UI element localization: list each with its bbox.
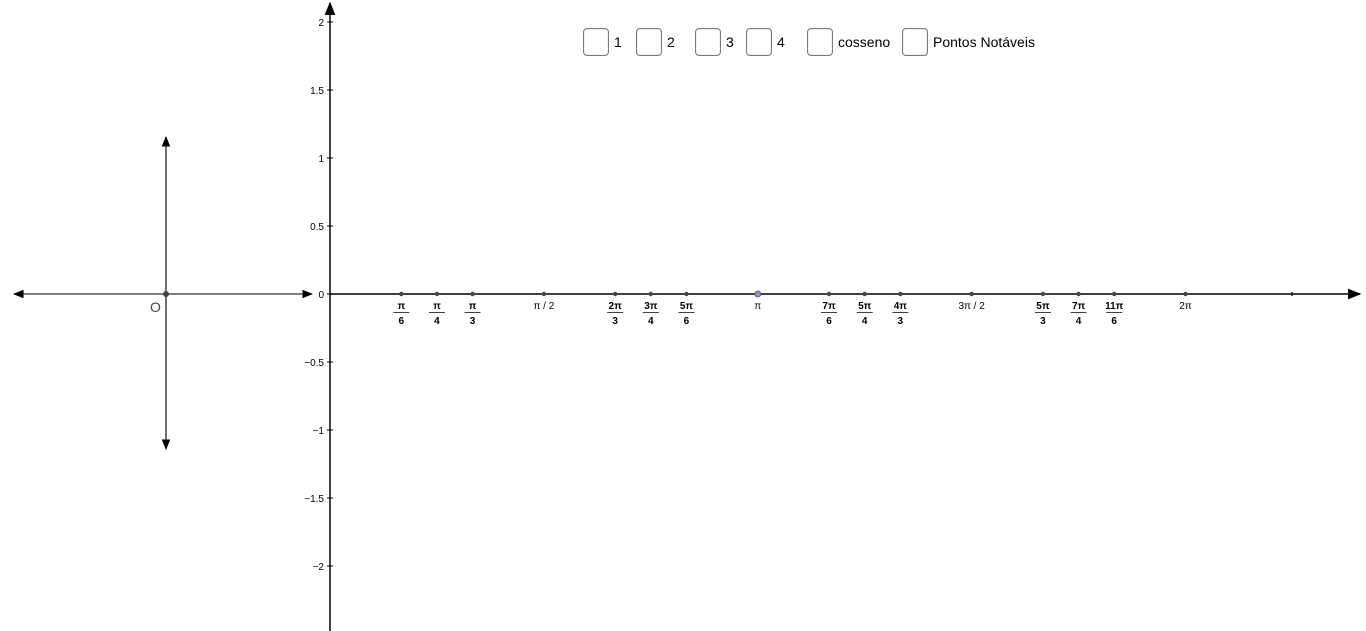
x-point-denominator: 3: [898, 316, 904, 327]
y-tick-label: 1.5: [310, 86, 324, 97]
x-point-label: π / 2: [533, 301, 554, 312]
checkbox-2-label: 2: [667, 34, 675, 50]
checkbox-1-box[interactable]: [583, 28, 609, 56]
x-point-denominator: 6: [684, 316, 690, 327]
checkbox-pontos-notaveis[interactable]: Pontos Notáveis: [902, 27, 1035, 57]
x-point[interactable]: 7π6: [821, 291, 838, 327]
x-point[interactable]: 5π6: [678, 291, 695, 327]
x-point-numerator: 4π: [894, 301, 908, 312]
x-point[interactable]: 5π4: [856, 291, 873, 327]
checkbox-3-label: 3: [726, 34, 734, 50]
x-point-numerator: 7π: [1072, 301, 1086, 312]
x-point-numerator: 5π: [680, 301, 694, 312]
x-point-numerator: 5π: [858, 301, 872, 312]
x-point-marker[interactable]: [541, 291, 547, 297]
x-point-numerator: π: [469, 301, 477, 312]
x-point[interactable]: 2π: [1179, 291, 1192, 312]
x-point[interactable]: π: [754, 290, 762, 312]
x-point-marker[interactable]: [434, 291, 440, 297]
x-point-denominator: 4: [862, 316, 868, 327]
checkbox-cosseno[interactable]: cosseno: [807, 27, 890, 57]
x-point-numerator: 5π: [1036, 301, 1050, 312]
x-point-denominator: 3: [1040, 316, 1046, 327]
x-point[interactable]: 4π3: [892, 291, 909, 327]
unit-circle-axes: O: [12, 135, 314, 451]
x-point-marker[interactable]: [612, 291, 618, 297]
x-point-label: π: [754, 301, 761, 312]
x-point-denominator: 6: [399, 316, 405, 327]
x-point-label: 2π: [1179, 301, 1192, 312]
y-tick-label: 2: [318, 18, 324, 29]
checkbox-2-box[interactable]: [636, 28, 662, 56]
x-point-denominator: 4: [648, 316, 654, 327]
x-point[interactable]: 3π4: [642, 291, 659, 327]
x-point-denominator: 6: [826, 316, 832, 327]
x-point-marker[interactable]: [754, 290, 762, 298]
y-tick-label: 0: [318, 290, 324, 301]
x-point-marker[interactable]: [898, 291, 903, 297]
x-point-marker[interactable]: [1040, 291, 1046, 297]
y-tick-label: −1.5: [304, 494, 324, 505]
x-point[interactable]: π4: [428, 291, 445, 327]
x-point-denominator: 4: [1076, 316, 1082, 327]
x-point-marker[interactable]: [826, 291, 832, 297]
y-tick-label: −1: [313, 426, 325, 437]
checkbox-1-label: 1: [614, 34, 622, 50]
x-point-marker[interactable]: [399, 291, 404, 297]
checkbox-cosseno-label: cosseno: [838, 34, 891, 50]
checkbox-cosseno-box[interactable]: [807, 28, 833, 56]
y-tick-label: −0.5: [304, 358, 324, 369]
x-point-marker[interactable]: [1183, 291, 1188, 297]
x-point-numerator: 11π: [1105, 301, 1124, 312]
x-point-marker[interactable]: [684, 291, 689, 297]
x-point-label: 3π / 2: [958, 301, 985, 312]
x-point[interactable]: 7π4: [1070, 291, 1087, 327]
x-point-marker[interactable]: [862, 291, 867, 297]
checkbox-4-label: 4: [777, 34, 785, 50]
x-point-numerator: 3π: [644, 301, 658, 312]
x-point[interactable]: 2π3: [607, 291, 624, 327]
x-point[interactable]: π3: [464, 291, 481, 327]
x-point-marker[interactable]: [470, 291, 475, 297]
x-point-marker[interactable]: [1112, 291, 1117, 297]
x-point-denominator: 3: [470, 316, 476, 327]
checkbox-1[interactable]: 1: [583, 27, 622, 57]
x-point[interactable]: π / 2: [533, 291, 555, 312]
x-point-marker[interactable]: [1076, 291, 1081, 297]
x-point-numerator: 2π: [609, 301, 623, 312]
x-point-numerator: π: [397, 301, 405, 312]
checkbox-4-box[interactable]: [746, 28, 772, 56]
checkbox-2[interactable]: 2: [636, 27, 675, 57]
x-point-marker[interactable]: [648, 291, 654, 297]
checkbox-pontos-notaveis-box[interactable]: [902, 28, 928, 56]
x-point-marker[interactable]: [969, 291, 974, 297]
x-point-denominator: 6: [1111, 316, 1117, 327]
y-tick-label: 0.5: [310, 222, 324, 233]
y-axis-ticks: 2 1.5 1 0.5 0 −0.5 −1 −1.5 −2: [304, 18, 333, 573]
x-point-numerator: π: [433, 301, 441, 312]
origin-label: O: [150, 299, 161, 315]
x-point[interactable]: 5π3: [1034, 291, 1051, 327]
x-point[interactable]: 3π / 2: [958, 291, 985, 312]
y-tick-label: 1: [318, 154, 324, 165]
checkbox-4[interactable]: 4: [746, 27, 785, 57]
x-point[interactable]: π6: [393, 291, 410, 327]
x-point-denominator: 4: [434, 316, 440, 327]
checkbox-3[interactable]: 3: [695, 27, 734, 57]
x-point-denominator: 3: [612, 316, 618, 327]
y-tick-label: −2: [313, 562, 325, 573]
checkbox-pontos-notaveis-label: Pontos Notáveis: [933, 34, 1035, 50]
checkbox-3-box[interactable]: [695, 28, 721, 56]
origin-point[interactable]: [163, 291, 169, 297]
x-point-numerator: 7π: [822, 301, 836, 312]
